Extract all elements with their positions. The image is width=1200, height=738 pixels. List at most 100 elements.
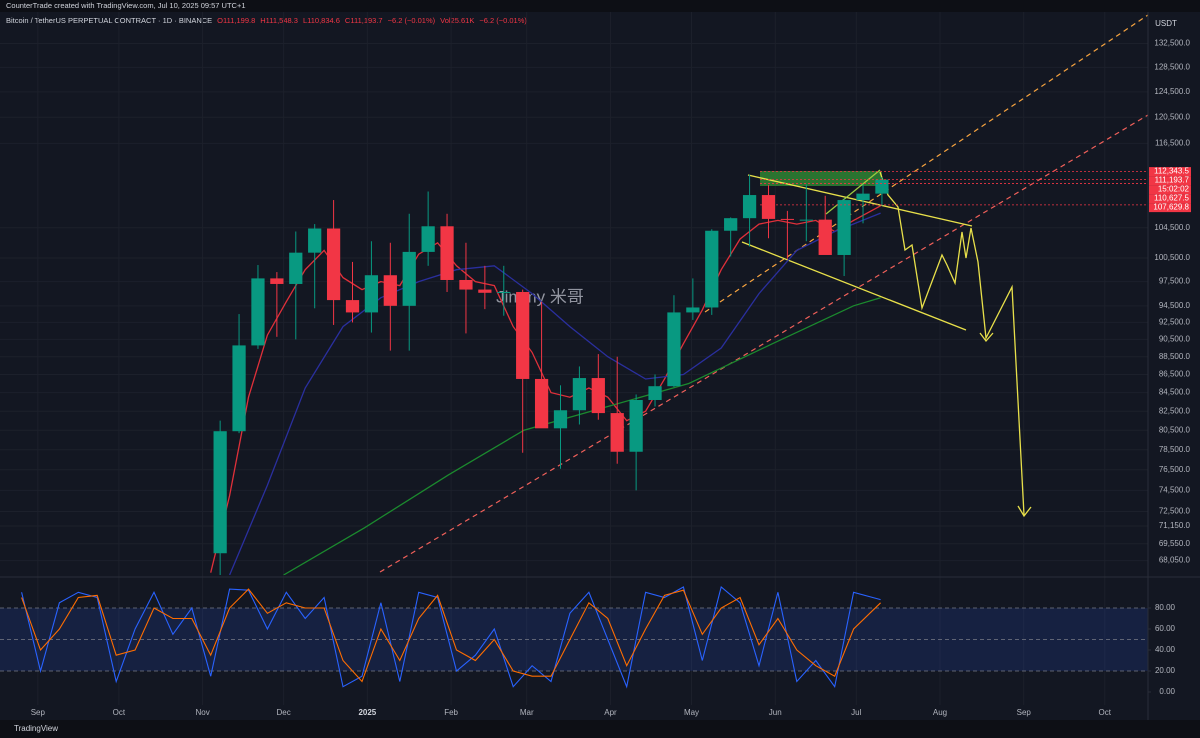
y-tick-label: 132,500.0 xyxy=(1154,39,1190,48)
x-tick-label: Jun xyxy=(769,708,782,717)
y-tick-label: 80.00 xyxy=(1155,603,1176,612)
y-tick-label: 78,500.0 xyxy=(1159,445,1191,454)
y-tick-label: 68,050.0 xyxy=(1159,556,1191,565)
legend-text: O111,199.8 xyxy=(217,16,255,25)
y-tick-label: 84,500.0 xyxy=(1159,388,1191,397)
legend-text: L110,834.6 xyxy=(303,16,340,25)
x-tick-label: Feb xyxy=(444,708,458,717)
y-tick-label: 74,500.0 xyxy=(1159,485,1191,494)
wedge-line xyxy=(825,169,881,215)
forecast-path xyxy=(879,171,1025,516)
drawings xyxy=(379,14,1148,573)
x-tick-label: Mar xyxy=(520,708,534,717)
candle-body xyxy=(270,278,284,284)
zone xyxy=(760,171,882,186)
candle-body xyxy=(478,289,492,293)
arrow-head xyxy=(1017,505,1032,518)
y-tick-label: 94,500.0 xyxy=(1159,301,1191,310)
moving-average xyxy=(283,297,881,575)
candle-body xyxy=(516,291,530,379)
candle-body xyxy=(326,228,341,301)
x-tick-label: Dec xyxy=(277,708,291,717)
y-tick-label: 116,500.0 xyxy=(1155,139,1191,148)
y-tick-label: 72,500.0 xyxy=(1159,507,1191,516)
candle-body xyxy=(724,218,738,231)
x-tick-label: Sep xyxy=(1017,708,1032,717)
y-tick-label: 60.00 xyxy=(1155,624,1176,633)
candle-body xyxy=(742,195,757,219)
candle-body xyxy=(591,378,605,414)
candle-body xyxy=(667,312,681,387)
y-tick-label: 100,500.0 xyxy=(1154,253,1190,262)
y-tick-label: 40.00 xyxy=(1155,645,1176,654)
y-tick-label: 90,500.0 xyxy=(1159,334,1191,343)
channel-line xyxy=(704,14,1148,313)
price-label: 110,627.5 xyxy=(1154,194,1190,203)
y-tick-label: 88,500.0 xyxy=(1159,352,1191,361)
axes: Sep Oct Nov Dec 2025 Feb Mar Apr May Jun Jul Aug Sep… xyxy=(31,39,1191,717)
candle-body xyxy=(553,410,568,429)
moving-average xyxy=(229,212,881,575)
candle-body xyxy=(421,226,435,252)
y-tick-label: 92,500.0 xyxy=(1159,318,1191,327)
price-label: 107,629.8 xyxy=(1153,203,1189,212)
arrow-head xyxy=(979,332,994,343)
candle-body xyxy=(289,252,303,284)
candle-body xyxy=(818,219,832,255)
candle-body xyxy=(629,399,643,452)
price-label-box xyxy=(1149,176,1191,186)
candle-body xyxy=(780,218,795,220)
candle-body xyxy=(534,378,549,429)
candle-body xyxy=(383,275,397,306)
currency: USDT xyxy=(1155,19,1177,28)
watermark: Jimmy 米哥 xyxy=(496,287,584,306)
price-label-box xyxy=(1149,194,1191,204)
price-label: 111,193.7 xyxy=(1155,176,1190,185)
oscillator-pane xyxy=(0,586,1148,689)
x-tick-label: Nov xyxy=(195,708,209,717)
x-tick-label: Oct xyxy=(113,708,126,717)
y-tick-label: 20.00 xyxy=(1155,666,1176,675)
countdown: 15:02:02 xyxy=(1158,185,1190,194)
candle-body xyxy=(610,413,624,452)
y-tick-label: 71,150.0 xyxy=(1159,521,1191,530)
x-tick-label: 2025 xyxy=(358,708,376,717)
x-tick-label: Apr xyxy=(604,708,617,717)
x-tick-label: May xyxy=(684,708,699,717)
oscillator-line xyxy=(21,588,881,683)
legend-text: C111,193.7 xyxy=(345,16,383,25)
legend-text: −6.2 (−0.01%) xyxy=(388,16,436,25)
legend-text: Bitcoin / TetherUS PERPETUAL CONTRACT · … xyxy=(6,16,212,25)
y-tick-label: 97,500.0 xyxy=(1159,277,1191,286)
bottom-bar xyxy=(0,720,1200,738)
credit: CounterTrade created with TradingView.co… xyxy=(6,1,246,10)
candle-body xyxy=(364,275,379,313)
price-pane xyxy=(210,171,1148,575)
candle-body xyxy=(761,195,776,219)
candle-body xyxy=(705,230,719,308)
y-tick-label: 82,500.0 xyxy=(1159,406,1191,415)
candle-body xyxy=(497,291,511,293)
x-tick-label: Oct xyxy=(1099,708,1112,717)
price-label-box xyxy=(1149,167,1191,177)
candle-body xyxy=(686,307,700,313)
y-tick-label: 0.00 xyxy=(1159,687,1175,696)
x-tick-label: Sep xyxy=(31,708,46,717)
footer-logo: TradingView xyxy=(14,724,58,733)
candle-body xyxy=(402,251,416,306)
x-tick-label: Aug xyxy=(933,708,947,717)
candle-body xyxy=(572,378,587,411)
candle-body xyxy=(875,179,889,194)
candle-body xyxy=(648,386,662,400)
candle-body xyxy=(837,200,851,255)
y-tick-label: 69,550.0 xyxy=(1159,539,1191,548)
y-tick-label: 104,500.0 xyxy=(1154,223,1190,232)
candle-body xyxy=(251,278,265,346)
candle-body xyxy=(440,226,454,280)
top-bar xyxy=(0,0,1200,12)
price-label-box xyxy=(1149,203,1191,213)
y-tick-label: 76,500.0 xyxy=(1159,465,1191,474)
price-label: 112,343.5 xyxy=(1154,167,1190,176)
